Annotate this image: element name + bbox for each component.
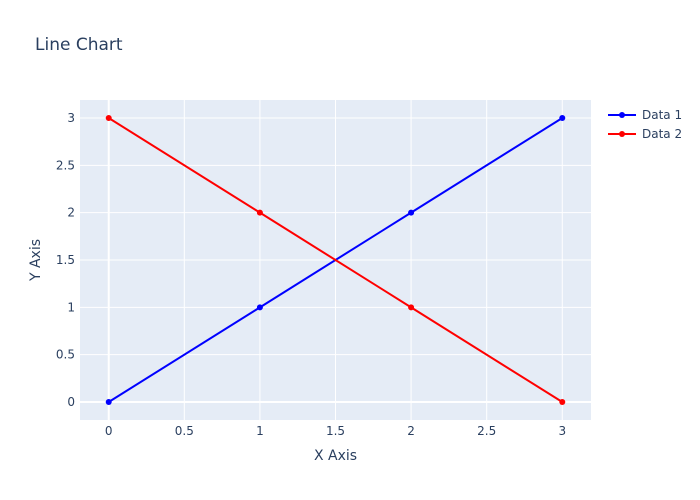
y-tick-label: 0.5: [56, 348, 75, 362]
series-layer: [105, 114, 566, 406]
x-tick-label: 3: [558, 424, 566, 438]
x-tick-label: 2.5: [477, 424, 496, 438]
series-line: [108, 117, 563, 403]
data-point[interactable]: [408, 209, 415, 216]
series-2: [105, 114, 566, 406]
y-tick-label: 1.5: [56, 253, 75, 267]
y-tick-label: 0: [67, 395, 75, 409]
data-point[interactable]: [256, 304, 263, 311]
y-tick-label: 2.5: [56, 158, 75, 172]
x-tick-label: 0: [105, 424, 113, 438]
chart-title: Line Chart: [35, 35, 123, 55]
x-tick-label: 2: [407, 424, 415, 438]
legend-marker: [619, 112, 625, 118]
legend: Data 1 Data 2: [608, 108, 682, 141]
data-point[interactable]: [559, 114, 566, 121]
data-point[interactable]: [105, 114, 112, 121]
legend-marker: [619, 131, 625, 137]
legend-item[interactable]: Data 2: [608, 127, 682, 141]
data-point[interactable]: [105, 399, 112, 406]
data-point[interactable]: [559, 399, 566, 406]
tick-labels: 0 0.5 1 1.5 2 2.5 3 0 0.5 1 1.5 2 2.5 3: [56, 111, 566, 438]
data-point[interactable]: [256, 209, 263, 216]
y-tick-label: 2: [67, 206, 75, 220]
legend-label: Data 2: [642, 127, 682, 141]
data-point[interactable]: [408, 304, 415, 311]
y-axis-title: Y Axis: [28, 239, 44, 282]
y-tick-label: 1: [67, 300, 75, 314]
legend-item[interactable]: Data 1: [608, 108, 682, 122]
x-axis-title: X Axis: [314, 448, 357, 464]
x-tick-label: 1: [256, 424, 264, 438]
x-tick-label: 0.5: [175, 424, 194, 438]
legend-label: Data 1: [642, 108, 682, 122]
x-tick-label: 1.5: [326, 424, 345, 438]
y-tick-label: 3: [67, 111, 75, 125]
